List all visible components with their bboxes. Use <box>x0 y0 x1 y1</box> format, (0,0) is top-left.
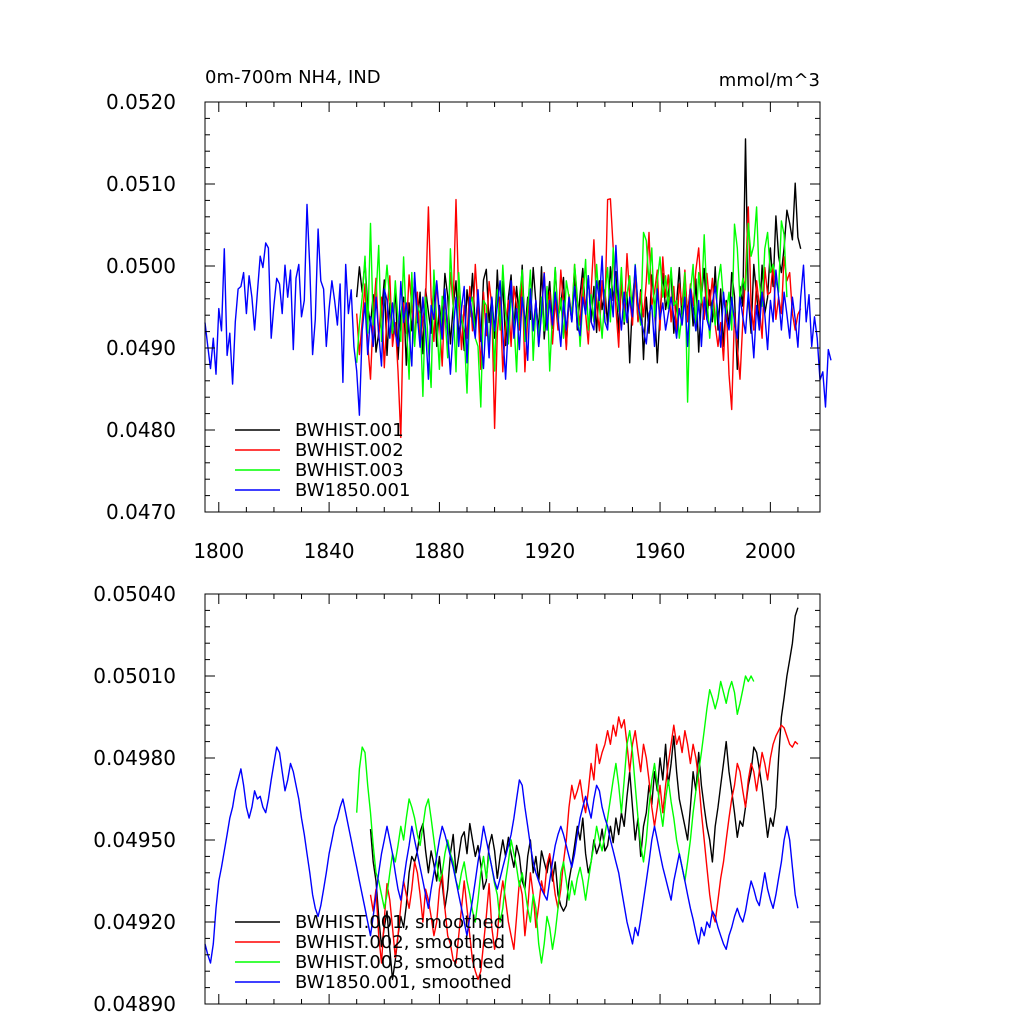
bottom-series-line-3 <box>204 746 799 964</box>
bottom-ytick-label: 0.04950 <box>93 828 176 852</box>
top-legend-label-3: BW1850.001 <box>295 480 410 501</box>
bottom-legend-label-2: BWHIST.003, smoothed <box>295 952 505 973</box>
top-plot-frame <box>204 101 821 513</box>
top-ytick-label: 0.0510 <box>106 172 176 196</box>
top-xtick-label: 1960 <box>635 539 686 563</box>
top-ytick-label: 0.0480 <box>106 418 176 442</box>
top-xtick-label: 1840 <box>304 539 355 563</box>
top-legend-label-1: BWHIST.002 <box>295 440 404 461</box>
bottom-legend-label-0: BWHIST.001, smoothed <box>295 912 505 933</box>
bottom-ticks: 0.04890 0.04920 0.04950 0.04980 0.05010 0.050… <box>93 582 820 1016</box>
top-ytick-label: 0.0520 <box>106 90 176 114</box>
top-legend-label-2: BWHIST.003 <box>295 460 404 481</box>
bottom-plot-frame <box>204 593 821 1005</box>
bottom-series-layer <box>204 607 799 981</box>
top-series-line-3 <box>204 203 832 416</box>
top-xtick-label: 1800 <box>193 539 244 563</box>
bottom-legend-label-1: BWHIST.002, smoothed <box>295 932 505 953</box>
bottom-ytick-label: 0.04980 <box>93 746 176 770</box>
bottom-chart-panel: 0.04890 0.04920 0.04950 0.04980 0.05010 0.050… <box>93 582 821 1016</box>
bottom-ytick-label: 0.05010 <box>93 664 176 688</box>
bottom-series-line-2 <box>356 675 755 964</box>
top-legend-label-0: BWHIST.001 <box>295 420 404 441</box>
bottom-ytick-label: 0.05040 <box>93 582 176 606</box>
top-chart-panel: 0m-700m NH4, IND mmol/m^3 0.04700.04800.… <box>106 67 832 563</box>
bottom-legend-label-3: BW1850.001, smoothed <box>295 972 512 993</box>
top-ticks: 0.0470 0.0480 0.0490 0.0500 0.0510 0.0520 1800… <box>106 90 820 563</box>
top-chart-title: 0m-700m NH4, IND <box>205 67 381 88</box>
top-xtick-label: 1880 <box>414 539 465 563</box>
top-xtick-label: 1920 <box>524 539 575 563</box>
top-xtick-label: 2000 <box>745 539 796 563</box>
bottom-ytick-label: 0.04920 <box>93 910 176 934</box>
bottom-ytick-label: 0.04890 <box>93 992 176 1016</box>
top-ytick-label: 0.0470 <box>106 500 176 524</box>
top-series-layer <box>204 138 832 439</box>
top-ytick-label: 0.0490 <box>106 336 176 360</box>
top-ytick-label: 0.0500 <box>106 254 176 278</box>
top-chart-units: mmol/m^3 <box>719 70 820 91</box>
